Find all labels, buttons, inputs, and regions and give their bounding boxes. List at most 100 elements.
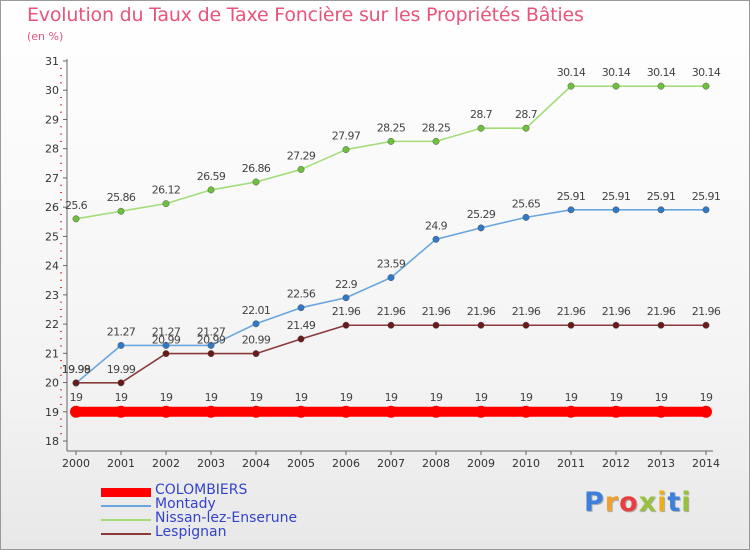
data-label: 24.9 [425,219,448,232]
y-minor-tick [60,97,62,99]
data-point [612,206,620,214]
y-minor-tick [60,338,62,340]
chart-title: Evolution du Taux de Taxe Foncière sur l… [27,4,584,26]
legend-swatch [101,487,151,497]
x-tick-label: 2010 [512,457,540,470]
x-tick-label: 2009 [467,457,495,470]
data-point [477,224,485,232]
data-label: 26.12 [152,184,181,197]
data-point [477,321,485,329]
data-point [522,321,530,329]
data-point [342,321,350,329]
data-label: 19 [295,391,308,404]
y-tick-label: 26 [45,201,59,214]
data-label: 19 [70,391,83,404]
legend-swatch [101,505,151,507]
data-point [117,379,125,387]
data-point [117,341,125,349]
y-tick-label: 31 [45,55,59,68]
legend-label: COLOMBIERS [155,482,248,498]
data-label: 26.59 [197,170,226,183]
data-label: 22.56 [287,288,316,301]
data-point [387,274,395,282]
data-label: 25.65 [512,197,541,210]
data-point [522,124,530,132]
data-point [115,405,127,418]
x-tick-label: 2002 [152,457,180,470]
y-minor-tick [60,279,62,281]
x-tick-label: 2001 [107,457,135,470]
data-point [207,186,215,194]
y-minor-tick [60,396,62,398]
data-point [610,405,622,418]
data-point [342,146,350,154]
legend-label: Nissan-lez-Enserune [155,510,298,526]
data-point [612,321,620,329]
data-label: 19 [565,391,578,404]
y-tick-label: 20 [45,377,59,390]
y-minor-tick [60,140,62,142]
data-label: 19 [430,391,443,404]
y-tick-label: 28 [45,143,59,156]
y-tick-label: 23 [45,289,59,302]
y-minor-tick [60,126,62,128]
legend-item: Montady [101,496,361,513]
data-label: 21.96 [602,305,631,318]
y-minor-tick [60,228,62,230]
data-label: 19 [610,391,623,404]
data-label: 27.29 [287,149,316,162]
data-label: 30.14 [602,66,631,79]
data-point [522,213,530,221]
data-point [117,207,125,215]
data-point [655,405,667,418]
y-minor-tick [60,243,62,245]
data-label: 28.7 [470,108,493,121]
data-label: 20.99 [197,334,226,347]
y-minor-tick [60,367,62,369]
data-label: 19 [475,391,488,404]
y-minor-tick [60,287,62,289]
data-label: 23.59 [377,258,406,271]
data-label: 21.27 [107,325,136,338]
legend-label: Montady [155,496,216,512]
data-point [385,405,397,418]
data-point [387,137,395,145]
y-minor-tick [60,403,62,405]
y-minor-tick [60,213,62,215]
legend-item: COLOMBIERS [101,482,361,499]
data-point [702,206,710,214]
y-tick-label: 21 [45,347,59,360]
y-tick-label: 22 [45,318,59,331]
y-minor-tick [60,75,62,77]
data-label: 19.98 [62,363,91,376]
data-label: 30.14 [647,66,676,79]
data-point [432,235,440,243]
data-point [297,165,305,173]
y-minor-tick [60,330,62,332]
data-label: 22.9 [335,278,358,291]
logo-letter: o [619,487,639,518]
data-label: 20.99 [242,334,271,347]
data-label: 28.25 [422,121,451,134]
data-point [207,341,215,349]
logo-letter: t [667,487,682,518]
data-point [72,215,80,223]
y-minor-tick [60,192,62,194]
data-label: 27.97 [332,130,361,143]
data-label: 19 [160,391,173,404]
data-point [567,206,575,214]
data-label: 21.96 [422,305,451,318]
legend-item: Nissan-lez-Enserune [101,510,361,527]
data-label: 30.14 [557,66,586,79]
y-minor-tick [60,82,62,84]
y-minor-tick [60,272,62,274]
data-label: 19 [115,391,128,404]
chart-subtitle: (en %) [27,30,64,43]
data-label: 25.91 [692,190,721,203]
data-point [340,405,352,418]
series-line-montady [75,208,707,384]
data-point [657,206,665,214]
y-minor-tick [60,433,62,435]
y-minor-tick [60,133,62,135]
data-label: 21.27 [197,325,226,338]
